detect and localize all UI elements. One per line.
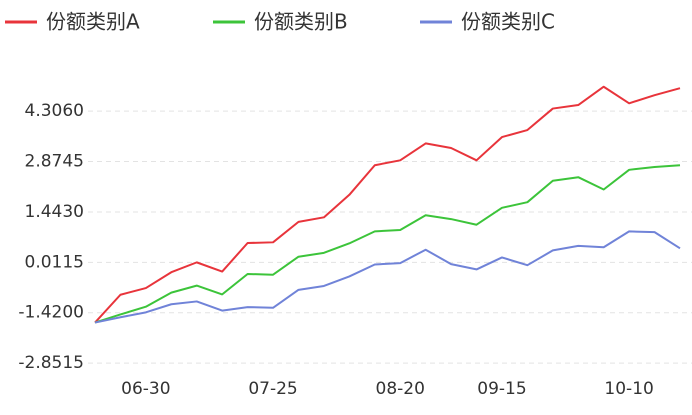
line-series [94, 164, 681, 324]
y-tick-label: 0.0115 [25, 252, 84, 272]
legend-label: 份额类别B [254, 10, 348, 34]
x-tick-label: 07-25 [248, 379, 297, 399]
y-tick-label: 2.8745 [25, 152, 84, 172]
legend-label: 份额类别A [46, 10, 140, 34]
line-series [94, 230, 681, 324]
x-tick-label: 09-15 [477, 379, 526, 399]
y-tick-label: 1.4430 [25, 202, 84, 222]
x-tick-label: 10-10 [604, 379, 653, 399]
y-tick-label: -1.4200 [18, 303, 84, 323]
legend: 份额类别A 份额类别B 份额类别C [5, 10, 555, 34]
x-tick-label: 08-20 [376, 379, 425, 399]
legend-label: 份额类别C [461, 10, 555, 34]
line-series [94, 85, 681, 324]
y-tick-label: 4.3060 [25, 101, 84, 121]
y-tick-label: -2.8515 [18, 353, 84, 373]
x-tick-label: 06-30 [121, 379, 170, 399]
